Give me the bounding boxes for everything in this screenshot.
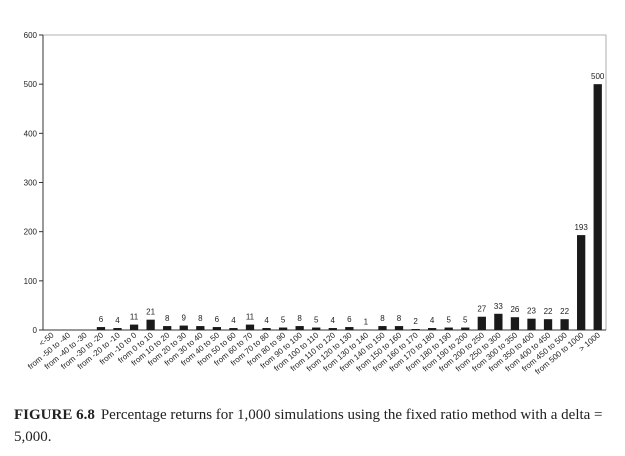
value-label: 21 (146, 308, 155, 317)
y-tick-label: 500 (24, 80, 38, 89)
value-label: 2 (413, 317, 418, 326)
bar (179, 325, 188, 330)
plot-frame (43, 34, 607, 330)
value-label: 4 (331, 316, 336, 325)
bar (146, 319, 155, 330)
caption-label: FIGURE 6.8 (14, 407, 95, 423)
y-tick-label: 200 (24, 228, 38, 237)
value-label: 5 (446, 316, 451, 325)
value-label: 4 (264, 316, 269, 325)
bar (196, 326, 205, 330)
value-label: 8 (198, 314, 203, 323)
bar (527, 318, 536, 330)
bar (394, 326, 404, 330)
bar (245, 324, 255, 330)
bar (129, 324, 139, 330)
value-label: 27 (477, 305, 486, 314)
bar (312, 327, 321, 330)
bar (113, 328, 122, 330)
y-tick-label: 0 (33, 326, 38, 335)
bar (461, 327, 470, 330)
value-label: 1 (364, 318, 369, 327)
value-label: 4 (115, 316, 120, 325)
bar (262, 328, 271, 330)
bar (577, 235, 586, 330)
bar (295, 326, 304, 330)
bar (278, 327, 288, 330)
bar (345, 327, 354, 330)
value-label: 6 (347, 315, 352, 324)
value-label: 11 (246, 313, 255, 322)
y-tick-label: 400 (24, 129, 38, 138)
y-tick-label: 600 (24, 31, 38, 40)
bar (593, 84, 602, 331)
bar (411, 329, 420, 330)
value-label: 500 (591, 72, 605, 81)
value-label: 193 (574, 223, 588, 232)
bar (494, 313, 503, 330)
value-label: 8 (380, 314, 385, 323)
bar (510, 317, 520, 330)
bar (444, 327, 453, 330)
value-label: 9 (182, 314, 187, 323)
value-label: 8 (397, 314, 402, 323)
value-label: 8 (297, 314, 302, 323)
value-label: 5 (281, 316, 286, 325)
bar (543, 319, 553, 330)
bar (427, 328, 437, 330)
value-label: 4 (231, 316, 236, 325)
value-label: 23 (527, 307, 536, 316)
y-tick-label: 100 (24, 277, 38, 286)
bar (96, 327, 106, 330)
value-label: 5 (463, 316, 468, 325)
value-label: 33 (494, 302, 503, 311)
bar (229, 328, 238, 330)
bar (212, 327, 222, 330)
value-label: 22 (560, 307, 569, 316)
y-tick-label: 300 (24, 179, 38, 188)
value-label: 8 (165, 314, 170, 323)
caption-text: Percentage returns for 1,000 simulations… (14, 407, 603, 445)
value-label: 6 (215, 315, 220, 324)
value-label: 11 (130, 313, 139, 322)
value-label: 22 (544, 307, 553, 316)
value-label: 6 (99, 315, 104, 324)
bar (477, 316, 486, 330)
value-label: 5 (314, 316, 319, 325)
value-label: 4 (430, 316, 435, 325)
bar (163, 326, 172, 330)
bar (560, 319, 569, 330)
bar (328, 328, 337, 330)
figure-caption: FIGURE 6.8 Percentage returns for 1,000 s… (14, 404, 614, 448)
bar (378, 326, 387, 330)
value-label: 26 (510, 305, 519, 314)
